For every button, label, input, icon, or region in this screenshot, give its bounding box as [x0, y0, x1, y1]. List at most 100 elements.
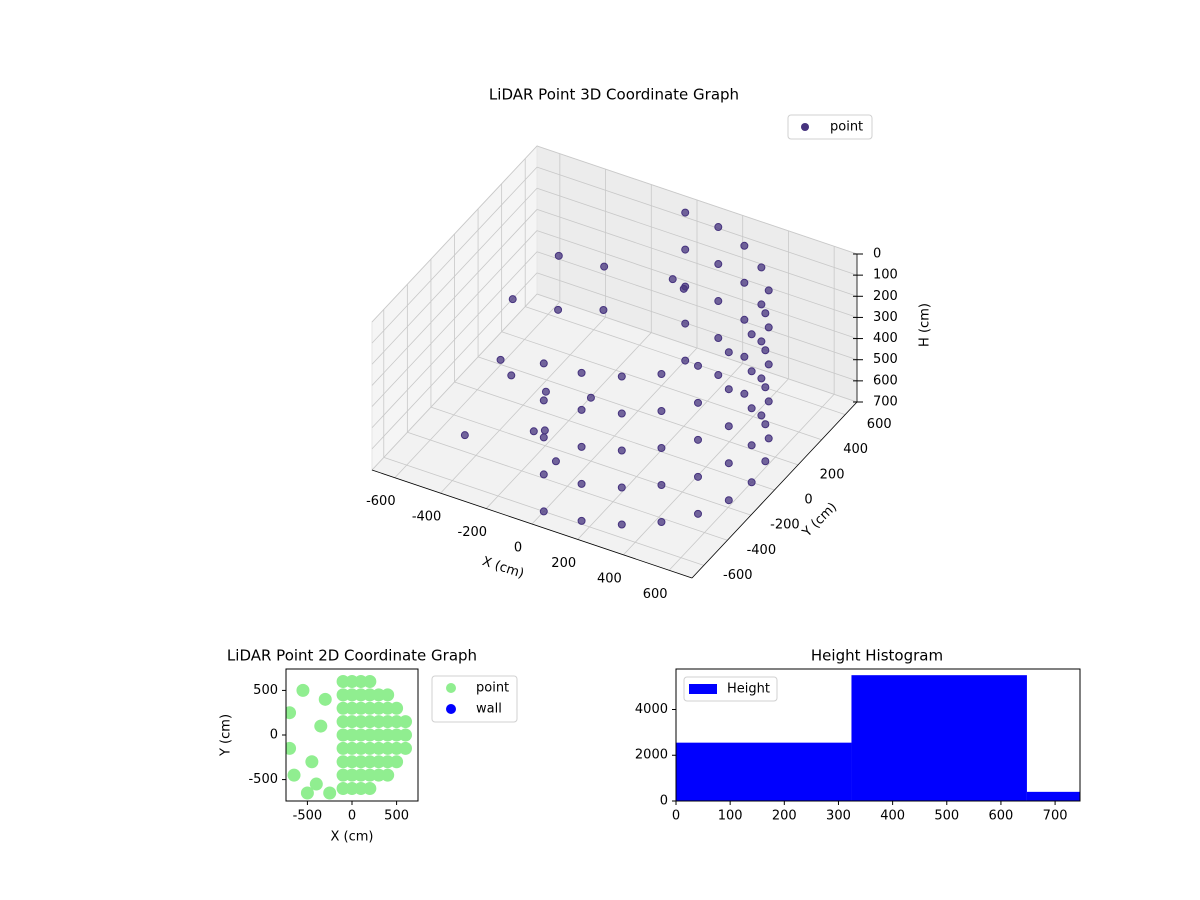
y-tick-label: 4000	[635, 702, 668, 717]
point	[286, 706, 297, 720]
grid-line	[371, 209, 538, 386]
point	[363, 674, 377, 688]
grid-line	[430, 406, 752, 516]
x-tick-label: 0	[514, 541, 522, 556]
point	[336, 755, 350, 769]
point	[740, 241, 749, 250]
point	[657, 370, 666, 379]
point	[694, 472, 702, 481]
point	[657, 444, 666, 453]
chart-title: Height Histogram	[811, 647, 943, 665]
grid-line	[536, 293, 858, 403]
legend-label: wall	[476, 702, 502, 717]
point	[681, 356, 690, 365]
point	[363, 728, 377, 742]
grid-line	[371, 166, 538, 344]
y-tick-label: -600	[723, 568, 753, 583]
point	[764, 286, 773, 295]
point	[694, 435, 702, 444]
point	[694, 361, 702, 370]
y-tick-label: 400	[843, 442, 868, 457]
point	[300, 786, 314, 800]
point	[617, 409, 626, 418]
bar	[1026, 791, 1080, 801]
point	[372, 688, 386, 702]
legend-box	[431, 675, 518, 723]
point	[577, 479, 586, 488]
point	[724, 385, 733, 394]
point	[747, 478, 756, 487]
point	[577, 368, 586, 377]
point	[372, 701, 386, 715]
point	[724, 422, 733, 431]
point	[345, 674, 359, 688]
point	[354, 768, 368, 782]
grid-line	[536, 230, 858, 339]
z-tick-label: 600	[873, 373, 898, 388]
point	[336, 674, 350, 688]
point	[345, 715, 359, 729]
axes-frame	[675, 668, 1081, 802]
point	[372, 768, 386, 782]
y-tick-label: -200	[770, 518, 800, 533]
point	[323, 786, 337, 800]
point	[354, 715, 368, 729]
grid-line	[371, 272, 538, 450]
point	[554, 305, 563, 314]
point	[740, 352, 749, 361]
point	[336, 741, 350, 755]
point	[345, 768, 359, 782]
point	[372, 728, 386, 742]
point	[617, 520, 626, 529]
x-tick-label: 400	[597, 571, 622, 586]
y-tick-label: 0	[804, 493, 812, 508]
z-tick-label: 700	[873, 395, 898, 410]
bar	[851, 675, 1027, 801]
point	[714, 297, 723, 306]
x-tick-label: -400	[412, 510, 442, 525]
x-axis-label: X (cm)	[331, 830, 374, 845]
point	[694, 398, 702, 407]
point	[747, 404, 756, 413]
y-tick-label: 200	[820, 467, 845, 482]
grid-line	[371, 293, 538, 471]
point	[764, 434, 773, 443]
x-tick-label: 600	[989, 809, 1014, 824]
point	[354, 701, 368, 715]
grid-line	[371, 145, 538, 323]
legend-marker	[689, 684, 717, 694]
point	[747, 330, 756, 339]
x-tick-label: 500	[934, 809, 959, 824]
point	[381, 728, 395, 742]
point	[757, 300, 766, 309]
x-tick-label: 0	[348, 809, 356, 824]
y-axis-label: Y (cm)	[219, 714, 234, 757]
point	[345, 782, 359, 796]
point	[764, 323, 773, 332]
point	[314, 719, 328, 733]
y-tick-label: -400	[747, 543, 777, 558]
point	[764, 397, 773, 406]
point	[363, 768, 377, 782]
legend-box	[683, 676, 778, 702]
legend-marker	[446, 683, 456, 693]
point	[740, 278, 749, 287]
y-tick-label: 500	[253, 683, 278, 698]
point	[714, 334, 723, 343]
point	[354, 755, 368, 769]
point	[318, 692, 332, 706]
grid-line	[477, 356, 799, 466]
point	[363, 688, 377, 702]
grid-line	[371, 251, 538, 428]
point	[657, 407, 666, 416]
x-tick-label: 100	[718, 809, 743, 824]
point	[390, 715, 404, 729]
point	[757, 411, 766, 420]
legend-label: point	[830, 120, 863, 135]
point	[617, 372, 626, 381]
y-tick-label: 2000	[635, 748, 668, 763]
z-tick-label: 200	[873, 289, 898, 304]
point	[617, 483, 626, 492]
point	[539, 470, 548, 479]
